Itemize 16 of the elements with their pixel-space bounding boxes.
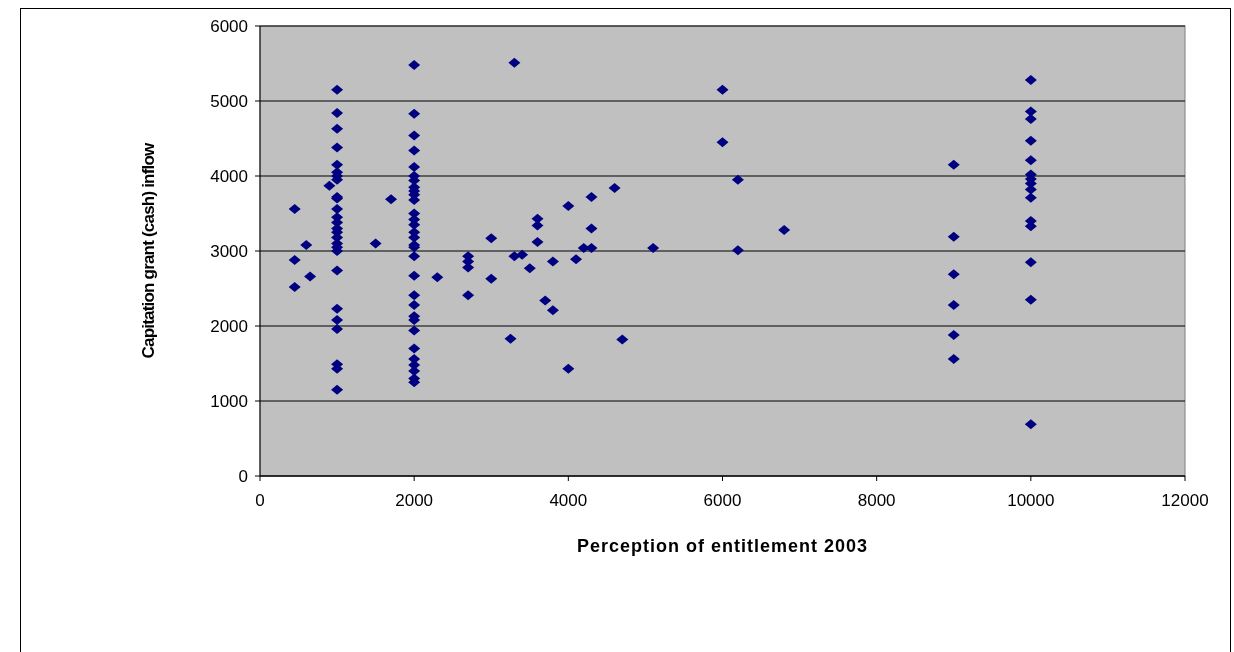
y-tick-label: 5000 <box>210 91 248 111</box>
x-tick-label: 2000 <box>395 491 434 510</box>
y-tick-label: 1000 <box>210 391 248 411</box>
y-tick-label: 3000 <box>210 241 248 261</box>
y-tick-label: 2000 <box>210 316 248 336</box>
x-axis-title: Perception of entitlement 2003 <box>576 536 869 556</box>
x-tick-label: 12000 <box>1161 491 1209 510</box>
y-tick-label: 4000 <box>210 166 248 186</box>
y-axis-title: Capitation grant (cash) inflow <box>139 141 158 359</box>
x-tick-label: 0 <box>255 491 265 510</box>
y-tick-label: 6000 <box>210 16 248 36</box>
x-tick-label: 4000 <box>549 491 588 510</box>
x-tick-label: 8000 <box>857 491 896 510</box>
x-tick-label: 6000 <box>703 491 742 510</box>
y-tick-label: 0 <box>238 466 248 486</box>
x-tick-label: 10000 <box>1007 491 1055 510</box>
